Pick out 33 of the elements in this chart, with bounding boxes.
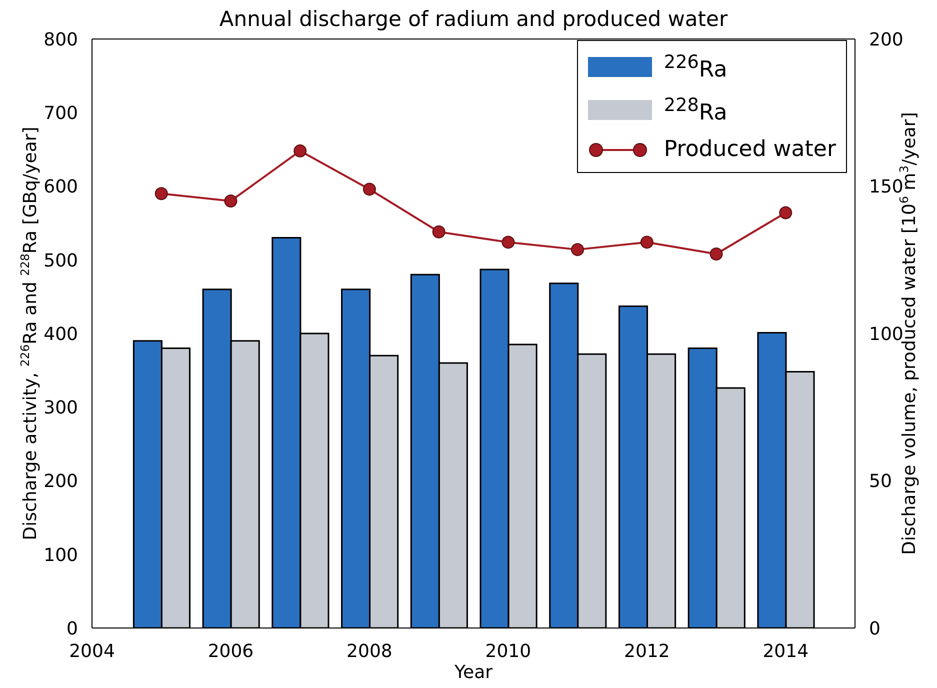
point <box>362 182 376 196</box>
point <box>710 247 723 260</box>
y-tick-label: 700 <box>44 103 78 124</box>
y-tick-label: 600 <box>44 176 78 198</box>
x-tick-label: 2010 <box>485 640 532 662</box>
point <box>224 194 238 208</box>
legend-label: $^{228}$Ra <box>664 94 728 128</box>
x-tick-label: 2004 <box>69 640 115 662</box>
point <box>154 187 168 200</box>
y-tick-label: 400 <box>44 324 78 345</box>
point <box>502 236 515 249</box>
y-tick-label: 100 <box>44 544 78 566</box>
point <box>779 206 792 220</box>
y-tick-label: 500 <box>44 250 78 272</box>
legend-label: $^{226}$Ra <box>664 51 728 84</box>
x-tick-label: 2014 <box>762 640 809 662</box>
x-tick-label: 2012 <box>624 640 670 662</box>
chart-title: Annual discharge of radium and produced water <box>218 7 729 31</box>
point <box>640 236 654 249</box>
y2-tick-label: 50 <box>869 471 892 492</box>
point <box>294 144 307 158</box>
legend-label: Produced water <box>664 136 836 164</box>
x-axis-title: Year <box>453 662 494 683</box>
point <box>571 243 584 256</box>
y2-tick-label: 200 <box>869 29 904 50</box>
y-tick-label: 800 <box>44 29 78 50</box>
x-tick-label: 2006 <box>208 640 254 662</box>
point <box>432 225 446 238</box>
x-tick-label: 2008 <box>346 640 392 662</box>
y2-tick-label: 0 <box>869 618 880 640</box>
y-tick-label: 0 <box>66 618 78 640</box>
y-tick-label: 300 <box>44 398 78 419</box>
y-tick-label: 200 <box>44 471 78 492</box>
